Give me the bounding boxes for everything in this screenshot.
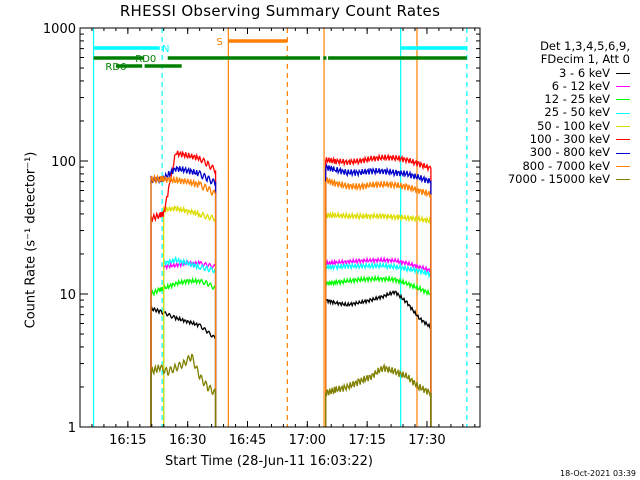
series-line-7 bbox=[150, 173, 217, 427]
legend-label: 50 - 100 keV bbox=[537, 118, 610, 133]
series-line-8 bbox=[325, 362, 432, 427]
x-tick-label: 17:00 bbox=[289, 433, 326, 448]
legend-entry: 100 - 300 keV bbox=[508, 132, 630, 147]
series-line-5 bbox=[150, 150, 217, 427]
series-line-1 bbox=[325, 256, 432, 427]
legend-label: 12 - 25 keV bbox=[544, 92, 610, 107]
series-line-0 bbox=[150, 306, 217, 427]
series-line-2 bbox=[150, 276, 217, 427]
legend-label: 800 - 7000 keV bbox=[522, 158, 610, 173]
legend-entry: 7000 - 15000 keV bbox=[507, 171, 630, 186]
x-axis-label: Start Time (28-Jun-11 16:03:22) bbox=[165, 454, 373, 469]
axis-ticks: 16:15 16:30 16:45 17:00 17:15 17:30 1 10 100 1000 bbox=[43, 22, 480, 448]
x-tick-label: 17:30 bbox=[408, 433, 445, 448]
vertical-markers bbox=[92, 28, 468, 427]
annotation-label-RD0: RD0 bbox=[135, 54, 156, 65]
legend-swatch bbox=[616, 86, 630, 88]
legend-entry: 6 - 12 keV bbox=[508, 78, 630, 93]
series-line-6 bbox=[325, 162, 432, 427]
plot-frame bbox=[79, 27, 481, 428]
legend-swatch bbox=[616, 99, 630, 101]
series-group bbox=[150, 150, 432, 427]
legend-entry: 50 - 100 keV bbox=[508, 118, 630, 133]
series-line-2 bbox=[325, 274, 432, 427]
legend-entry: 300 - 800 keV bbox=[508, 146, 630, 159]
series-line-1 bbox=[163, 259, 217, 427]
series-line-4 bbox=[163, 204, 217, 427]
annotation-bars: N S RD0 RD6 bbox=[93, 37, 467, 73]
series-line-3 bbox=[163, 255, 217, 427]
series-line-5 bbox=[325, 153, 432, 427]
series-line-0 bbox=[325, 290, 432, 427]
y-tick-label: 100 bbox=[51, 155, 76, 170]
legend-swatch bbox=[616, 125, 630, 127]
series-line-7 bbox=[325, 177, 432, 427]
legend-swatch bbox=[616, 72, 630, 74]
annotation-label-RD6: RD6 bbox=[105, 62, 126, 73]
legend-entry: 3 - 6 keV bbox=[508, 65, 630, 80]
x-tick-label: 17:15 bbox=[348, 433, 385, 448]
legend-label: 100 - 300 keV bbox=[529, 132, 610, 147]
legend-entry: 12 - 25 keV bbox=[508, 92, 630, 107]
x-tick-label: 16:45 bbox=[229, 433, 266, 448]
legend-label: 6 - 12 keV bbox=[551, 78, 610, 93]
annotation-label-S: S bbox=[216, 37, 222, 48]
legend-header-line-2: FDecim 1, Att 0 bbox=[540, 52, 630, 67]
x-tick-label: 16:15 bbox=[109, 433, 146, 448]
legend-entry: 25 - 50 keV bbox=[508, 106, 630, 119]
legend-swatch bbox=[616, 112, 630, 114]
chart-title: RHESSI Observing Summary Count Rates bbox=[119, 2, 441, 20]
legend-swatch bbox=[616, 179, 630, 181]
annotation-label-N: N bbox=[162, 44, 169, 55]
legend-swatch bbox=[616, 139, 630, 141]
y-tick-label: 1 bbox=[68, 421, 76, 436]
legend-swatch bbox=[616, 152, 630, 154]
y-tick-label: 10 bbox=[59, 288, 76, 303]
legend-label: 25 - 50 keV bbox=[544, 105, 610, 120]
series-line-6 bbox=[150, 165, 217, 427]
legend-label: 3 - 6 keV bbox=[559, 65, 610, 80]
y-axis-label: Count Rate (s⁻¹ detector⁻¹) bbox=[23, 151, 39, 329]
legend-label: 300 - 800 keV bbox=[529, 145, 610, 160]
series-line-8 bbox=[150, 353, 217, 427]
legend-header-line-1: Det 1,3,4,5,6,9, bbox=[540, 39, 630, 53]
series-line-4 bbox=[325, 210, 432, 427]
x-tick-label: 16:30 bbox=[169, 433, 206, 448]
legend-swatch bbox=[616, 165, 630, 167]
legend: Det 1,3,4,5,6,9, FDecim 1, Att 0 3 - 6 k… bbox=[507, 39, 630, 186]
footer-timestamp: 18-Oct-2021 03:39 bbox=[560, 469, 636, 478]
series-line-3 bbox=[325, 260, 432, 427]
legend-entry: 800 - 7000 keV bbox=[508, 158, 630, 173]
legend-label: 7000 - 15000 keV bbox=[507, 171, 610, 186]
y-tick-label: 1000 bbox=[43, 22, 76, 37]
